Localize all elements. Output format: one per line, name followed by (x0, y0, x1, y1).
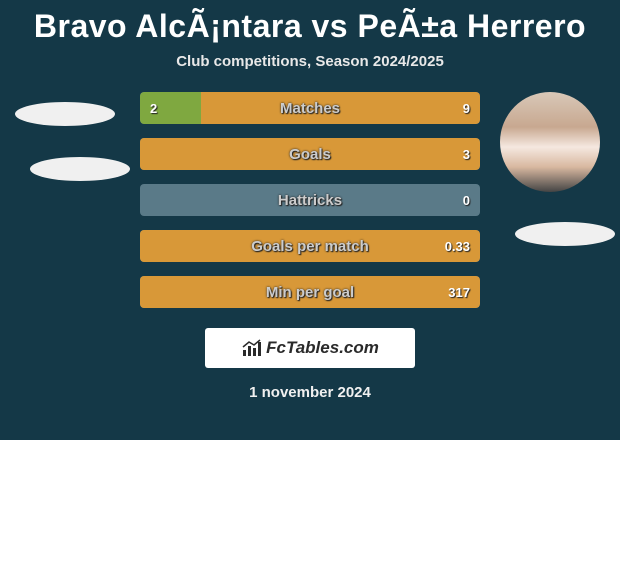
comparison-content: 2Matches9 Goals3 Hattricks0 Goals per match… (0, 92, 620, 308)
comparison-container: Bravo AlcÃ¡ntara vs PeÃ±a Herrero Club c… (0, 0, 620, 440)
stat-bar: Min per goal317 (140, 276, 480, 308)
right-placeholder-oval (515, 222, 615, 246)
stat-bar: Hattricks0 (140, 184, 480, 216)
left-placeholder-oval-1 (15, 102, 115, 126)
player-right-column (480, 92, 610, 308)
bar-label: Matches (140, 100, 480, 117)
player-left-column (10, 92, 140, 308)
bar-label: Goals (140, 146, 480, 163)
bottom-whitespace (0, 440, 620, 580)
bar-label: Hattricks (140, 192, 480, 209)
brand-text: FcTables.com (266, 338, 379, 358)
chart-icon (241, 339, 263, 357)
page-subtitle: Club competitions, Season 2024/2025 (0, 53, 620, 70)
stat-bar: Goals per match0.33 (140, 230, 480, 262)
left-placeholder-oval-2 (30, 157, 130, 181)
date-text: 1 november 2024 (0, 384, 620, 401)
bar-label: Min per goal (140, 284, 480, 301)
right-avatar (500, 92, 600, 192)
bar-label: Goals per match (140, 238, 480, 255)
bar-right-value: 9 (463, 101, 470, 116)
bar-right-value: 3 (463, 147, 470, 162)
stat-bars: 2Matches9 Goals3 Hattricks0 Goals per match… (140, 92, 480, 308)
bar-right-value: 0.33 (445, 239, 470, 254)
bar-right-value: 317 (448, 285, 470, 300)
brand-box: FcTables.com (205, 328, 415, 368)
stat-bar: Goals3 (140, 138, 480, 170)
bar-right-value: 0 (463, 193, 470, 208)
page-title: Bravo AlcÃ¡ntara vs PeÃ±a Herrero (0, 8, 620, 45)
stat-bar: 2Matches9 (140, 92, 480, 124)
